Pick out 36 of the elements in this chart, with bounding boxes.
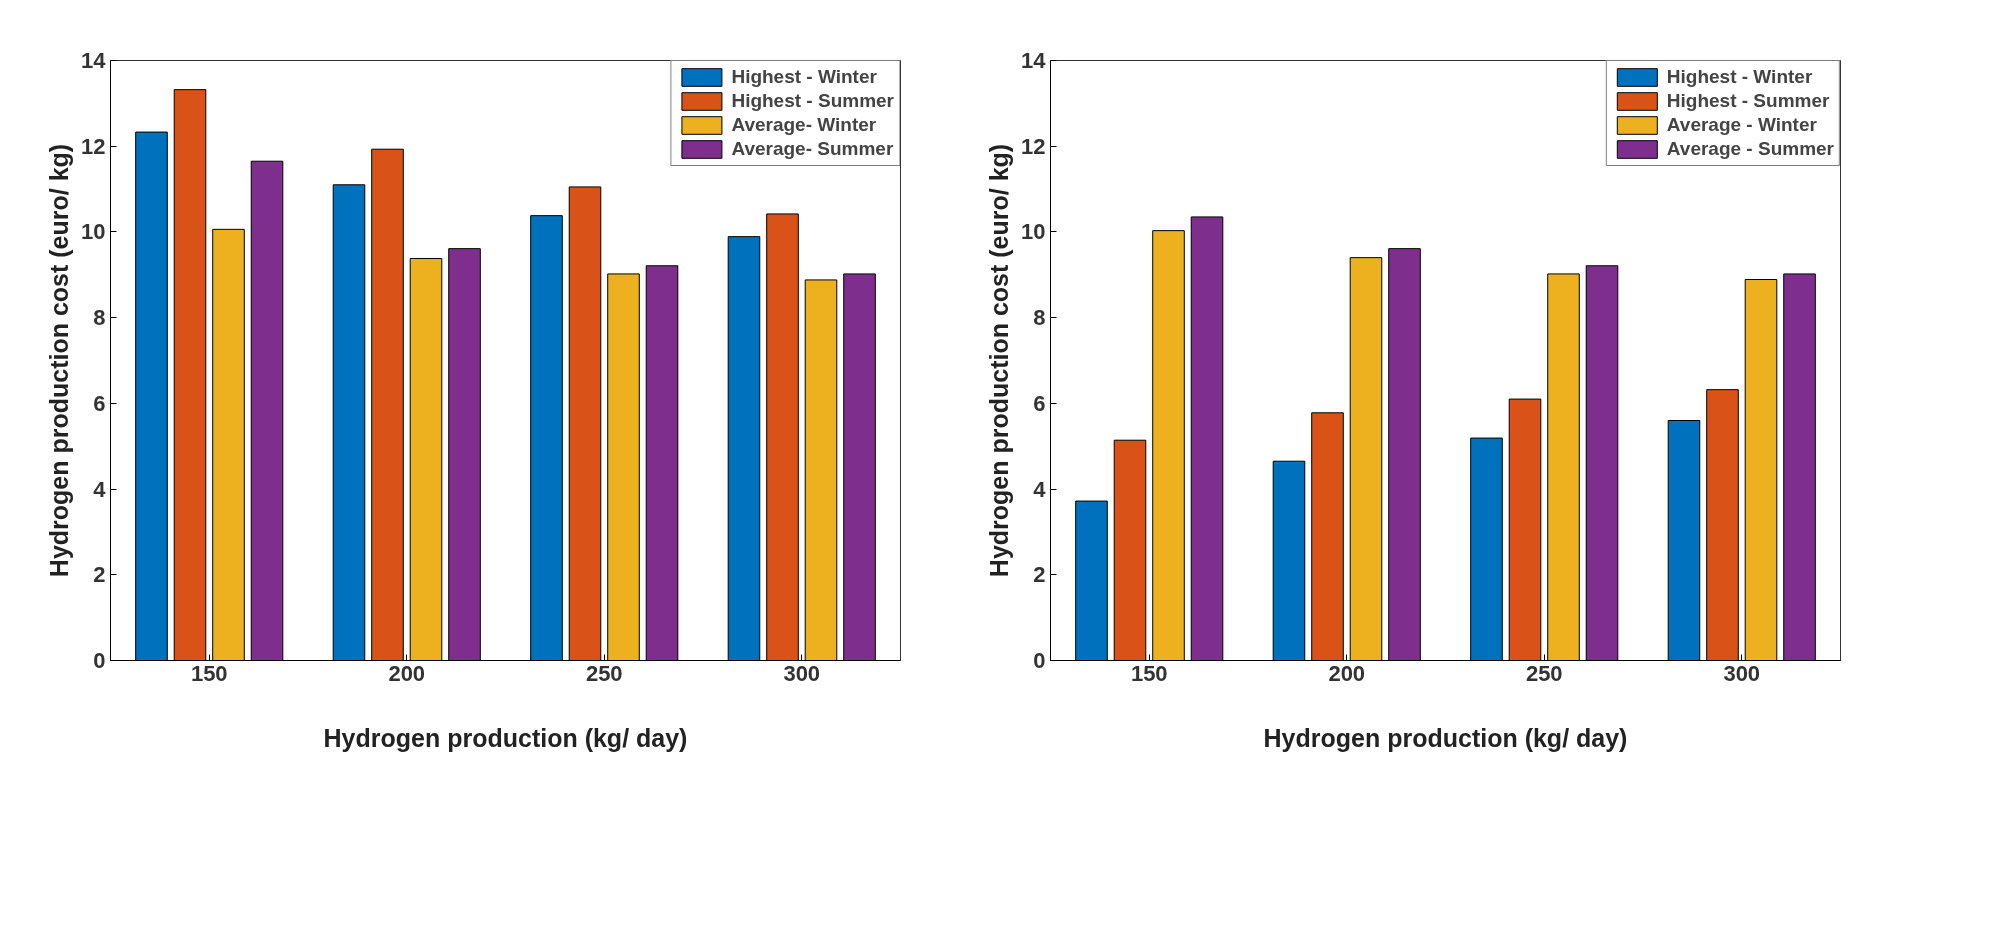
x-tick-label: 250 — [585, 660, 623, 686]
legend-label: Average - Summer — [1666, 138, 1834, 160]
y-tick-label: 4 — [1033, 476, 1047, 502]
x-tick-label: 300 — [783, 660, 821, 686]
x-tick-label: 150 — [190, 660, 228, 686]
x-tick-label: 200 — [388, 660, 426, 686]
y-tick-label: 10 — [1021, 219, 1046, 245]
y-tick-label: 14 — [81, 48, 107, 73]
y-tick-label: 4 — [93, 476, 107, 502]
y-axis-title: Hydrogen production cost (euro/ kg) — [985, 143, 1014, 578]
x-axis-title: Hydrogen production (kg/ day) — [1263, 723, 1628, 752]
y-tick-label: 0 — [93, 648, 106, 673]
y-tick-label: 8 — [1033, 305, 1046, 331]
y-tick-label: 8 — [93, 305, 106, 331]
y-tick-label: 0 — [1033, 648, 1046, 673]
legend-label: Average - Winter — [1666, 114, 1817, 136]
x-tick-label: 150 — [1130, 660, 1168, 686]
y-tick-label: 14 — [1021, 48, 1047, 73]
legend-label: Average- Winter — [731, 114, 877, 136]
x-tick-label: 300 — [1723, 660, 1761, 686]
y-tick-label: 6 — [1033, 390, 1046, 416]
y-tick-label: 10 — [81, 219, 106, 245]
y-tick-label: 12 — [1021, 133, 1046, 159]
legend-label: Highest - Winter — [731, 66, 877, 88]
y-tick-label: 12 — [81, 133, 106, 159]
x-tick-label: 200 — [1328, 660, 1366, 686]
y-tick-label: 6 — [93, 390, 106, 416]
legend-label: Highest - Winter — [1666, 66, 1813, 88]
legend-label: Highest - Summer — [1666, 90, 1830, 112]
y-axis-title: Hydrogen production cost (euro/ kg) — [45, 143, 74, 578]
legend-label: Highest - Summer — [731, 90, 894, 112]
y-tick-label: 2 — [1033, 562, 1046, 588]
x-tick-label: 250 — [1525, 660, 1563, 686]
legend-label: Average- Summer — [731, 138, 894, 160]
y-tick-label: 2 — [93, 562, 106, 588]
x-axis-title: Hydrogen production (kg/ day) — [323, 723, 688, 752]
